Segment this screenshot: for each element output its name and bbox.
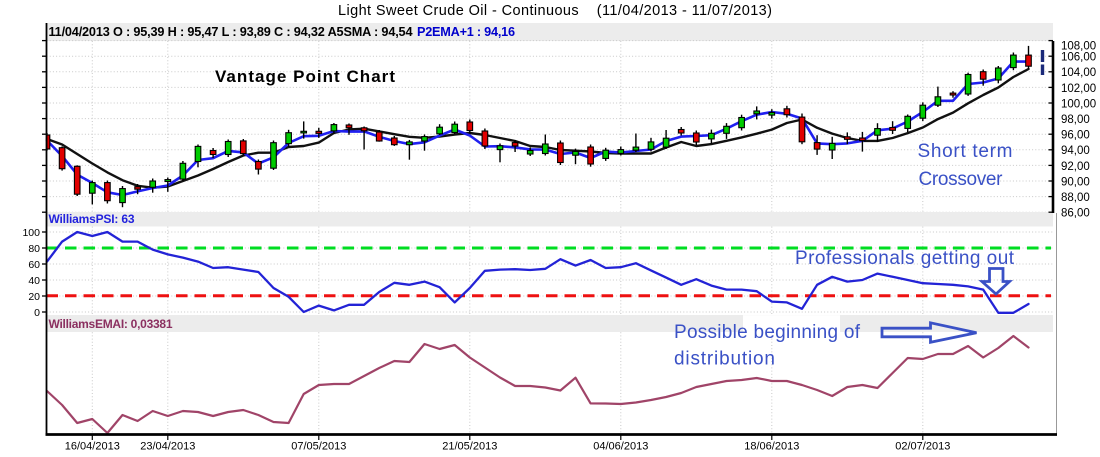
svg-text:80: 80 xyxy=(28,243,40,255)
svg-text:07/05/2013: 07/05/2013 xyxy=(291,441,346,453)
svg-text:94,00: 94,00 xyxy=(1061,145,1090,157)
svg-text:Professionals getting out: Professionals getting out xyxy=(795,248,1015,269)
svg-text:23/04/2013: 23/04/2013 xyxy=(140,441,195,453)
svg-text:WilliamsPSI: 63: WilliamsPSI: 63 xyxy=(49,212,135,226)
svg-text:11/04/2013 O : 95,39 H : 95,47: 11/04/2013 O : 95,39 H : 95,47 L : 93,89… xyxy=(49,25,516,39)
svg-text:104,00: 104,00 xyxy=(1061,67,1096,79)
svg-text:0: 0 xyxy=(34,307,40,319)
svg-text:100,00: 100,00 xyxy=(1061,98,1096,110)
svg-text:Crossover: Crossover xyxy=(919,169,1004,190)
svg-text:distribution: distribution xyxy=(674,349,775,370)
svg-text:21/05/2013: 21/05/2013 xyxy=(442,441,497,453)
svg-text:86,00: 86,00 xyxy=(1061,208,1090,220)
svg-text:04/06/2013: 04/06/2013 xyxy=(593,441,648,453)
svg-text:Vantage Point Chart: Vantage Point Chart xyxy=(215,67,395,86)
svg-text:Light Sweet Crude Oil - Conti: Light Sweet Crude Oil - Continuous (11/0… xyxy=(338,3,772,19)
svg-text:88,00: 88,00 xyxy=(1061,192,1090,204)
svg-text:16/04/2013: 16/04/2013 xyxy=(65,441,120,453)
svg-text:20: 20 xyxy=(28,291,40,303)
svg-text:02/07/2013: 02/07/2013 xyxy=(895,441,950,453)
svg-text:92,00: 92,00 xyxy=(1061,161,1090,173)
svg-text:102,00: 102,00 xyxy=(1061,83,1096,95)
svg-text:Possible beginning of: Possible beginning of xyxy=(674,322,861,343)
svg-text:96,00: 96,00 xyxy=(1061,130,1090,142)
svg-text:90,00: 90,00 xyxy=(1061,176,1090,188)
svg-text:40: 40 xyxy=(28,275,40,287)
svg-text:18/06/2013: 18/06/2013 xyxy=(744,441,799,453)
svg-text:98,00: 98,00 xyxy=(1061,114,1090,126)
svg-text:108,00: 108,00 xyxy=(1061,41,1096,53)
svg-text:106,00: 106,00 xyxy=(1061,52,1096,64)
svg-text:Short term: Short term xyxy=(918,141,1013,162)
svg-text:WilliamsEMAI: 0,03381: WilliamsEMAI: 0,03381 xyxy=(49,317,173,331)
svg-text:60: 60 xyxy=(28,259,40,271)
svg-text:100: 100 xyxy=(22,227,40,239)
